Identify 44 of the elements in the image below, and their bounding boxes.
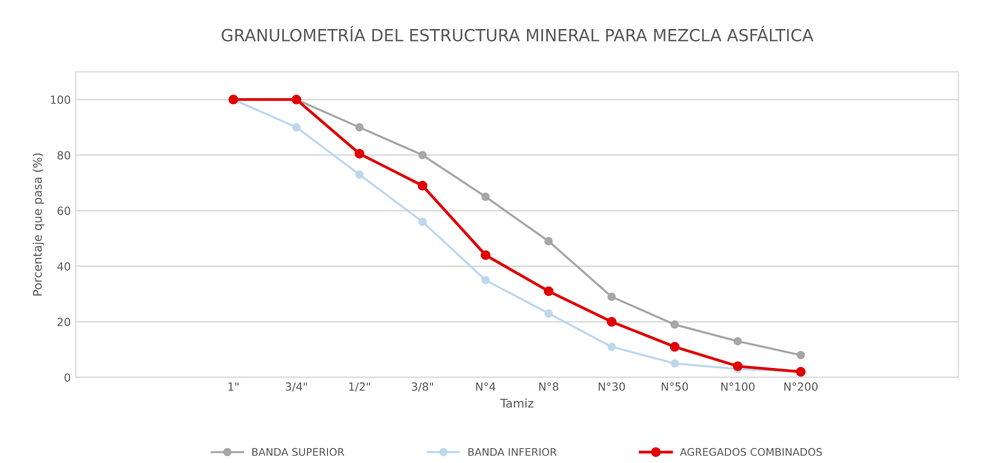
legend-label: BANDA SUPERIOR [252, 448, 344, 456]
point [670, 359, 679, 368]
x-tick-label: N°200 [784, 382, 818, 391]
point [481, 192, 490, 201]
point [418, 150, 427, 160]
x-tick-label: N°4 [476, 382, 496, 391]
point [355, 170, 364, 179]
x-axis-title: Tamiz [500, 398, 534, 408]
legend-label: BANDA INFERIOR [468, 448, 557, 456]
point [734, 337, 742, 346]
y-tick-label: 60 [58, 206, 70, 216]
point [480, 250, 490, 260]
point [292, 123, 301, 132]
x-tick-label: 1/2" [349, 382, 370, 392]
y-tick-label: 100 [50, 96, 70, 104]
x-tick-label: N°30 [598, 382, 625, 391]
y-tick-label: 40 [57, 262, 70, 271]
point [544, 237, 553, 246]
point [544, 309, 553, 318]
legend-label: AGREGADOS COMBINADOS [680, 448, 822, 456]
point [418, 180, 428, 191]
y-tick-label: 0 [64, 373, 70, 382]
x-tick-label: N°8 [539, 382, 558, 391]
point [544, 286, 554, 296]
x-tick-label: 3/4" [286, 382, 307, 392]
point [796, 350, 805, 360]
x-tick-label: 3/8" [412, 382, 433, 392]
y-axis-title: Porcentaje que pasa (%) [32, 153, 44, 296]
x-tick-label: N°100 [721, 382, 755, 391]
point [606, 316, 617, 327]
y-tick-label: 20 [58, 318, 70, 326]
point [670, 342, 680, 352]
point [354, 148, 364, 159]
y-tick-label: 80 [58, 151, 70, 160]
x-tick-label: 1" [228, 382, 238, 391]
point [481, 276, 490, 284]
x-tick-label: N°50 [662, 382, 688, 391]
point [732, 361, 743, 372]
point [607, 342, 616, 351]
point [670, 320, 679, 329]
point [607, 292, 616, 301]
point [355, 123, 364, 132]
chart-title: GRANULOMETRÍA DEL ESTRUCTURA MINERAL PARA MEZCLA ASFÁLTICA [222, 26, 814, 42]
point [418, 218, 427, 226]
